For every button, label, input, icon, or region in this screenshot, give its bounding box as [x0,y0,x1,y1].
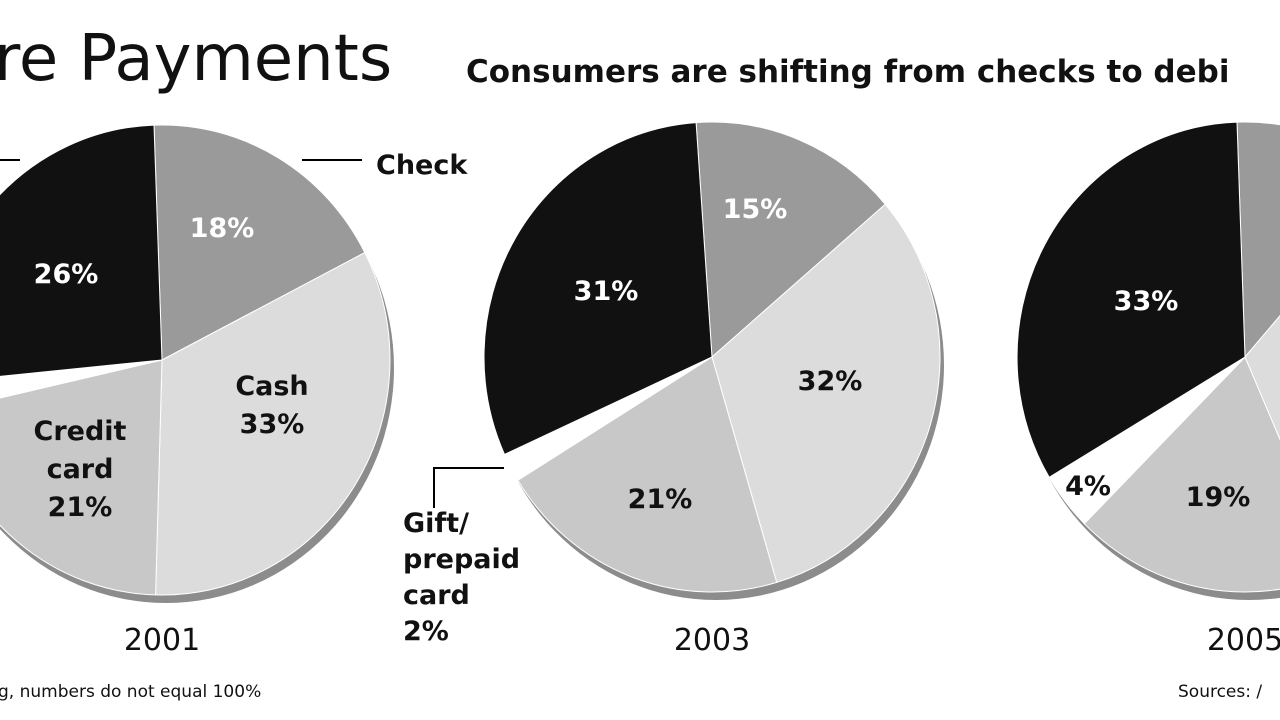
callout-label: Check [376,150,468,181]
year-label: 2001 [124,623,200,658]
slice-label-check: 18% [190,213,255,244]
slice-debit [1016,121,1246,478]
slice-label-cash: 32% [798,366,863,397]
slice-label-debit: 31% [574,276,639,307]
slice-credit [517,356,778,593]
pie-2005: 119%4%33%2005 [1016,121,1280,658]
slice-debit [0,124,163,377]
slice-label-credit: Credit card 21% [34,416,127,523]
year-label: 2003 [674,623,750,658]
slice-label-credit: 21% [628,484,693,515]
slice-cash [155,251,391,596]
slice-label-check: 15% [723,194,788,225]
chart-title: re Payments [0,22,392,96]
sources-note: Sources: / [1178,682,1262,702]
chart-subtitle: Consumers are shifting from checks to de… [466,54,1229,90]
slice-check [1236,121,1280,359]
slice-label-credit: 19% [1186,482,1251,513]
slice-label-cash: Cash 33% [235,371,308,440]
slice-label-gift: 4% [1065,471,1111,502]
slice-debit [483,122,713,456]
year-label: 2005 [1207,623,1280,658]
slice-check [153,124,366,361]
pie-2003: 15% 32% 21% 31% 2003 Gift/prepaid card 2% [403,121,944,658]
slice-credit [1083,356,1280,593]
callout-line [433,467,504,508]
slice-cash [1244,315,1280,441]
slice-check [695,121,886,359]
footnote: g, numbers do not equal 100% [0,682,261,702]
slice-credit [0,359,163,596]
slice-gift [0,359,163,399]
pie-2001: 18% Cash 33% Credit card 21% 26% 2001 Check [0,124,468,658]
slice-label-debit: 26% [34,259,99,290]
slice-label-debit: 33% [1114,286,1179,317]
slice-cash [711,203,941,584]
callout-label: Gift/prepaid card 2% [403,508,520,647]
